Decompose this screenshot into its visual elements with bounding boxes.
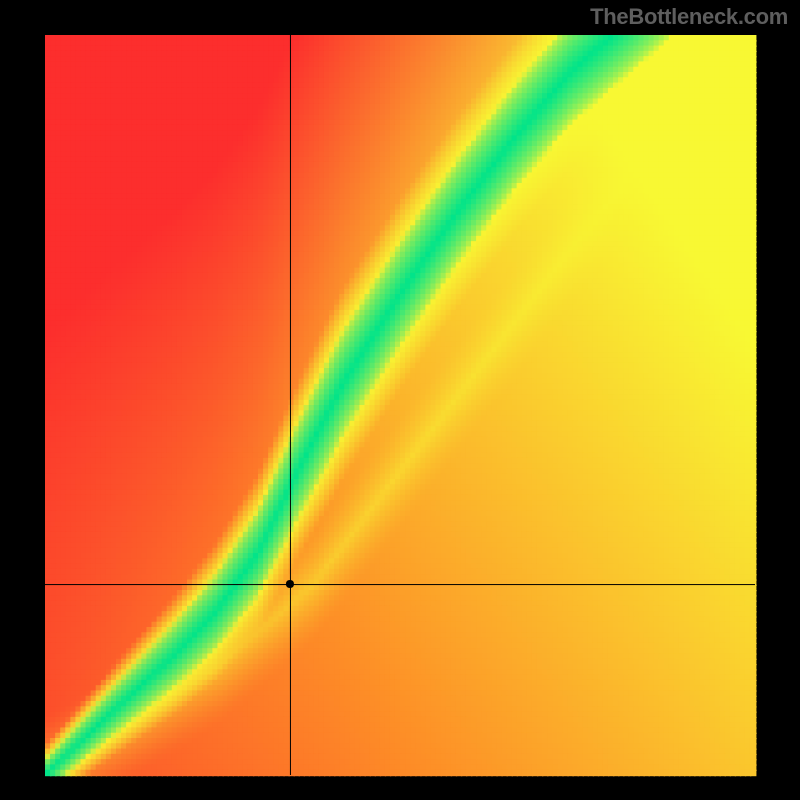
attribution-text: TheBottleneck.com <box>590 4 788 30</box>
bottleneck-heatmap <box>0 0 800 800</box>
